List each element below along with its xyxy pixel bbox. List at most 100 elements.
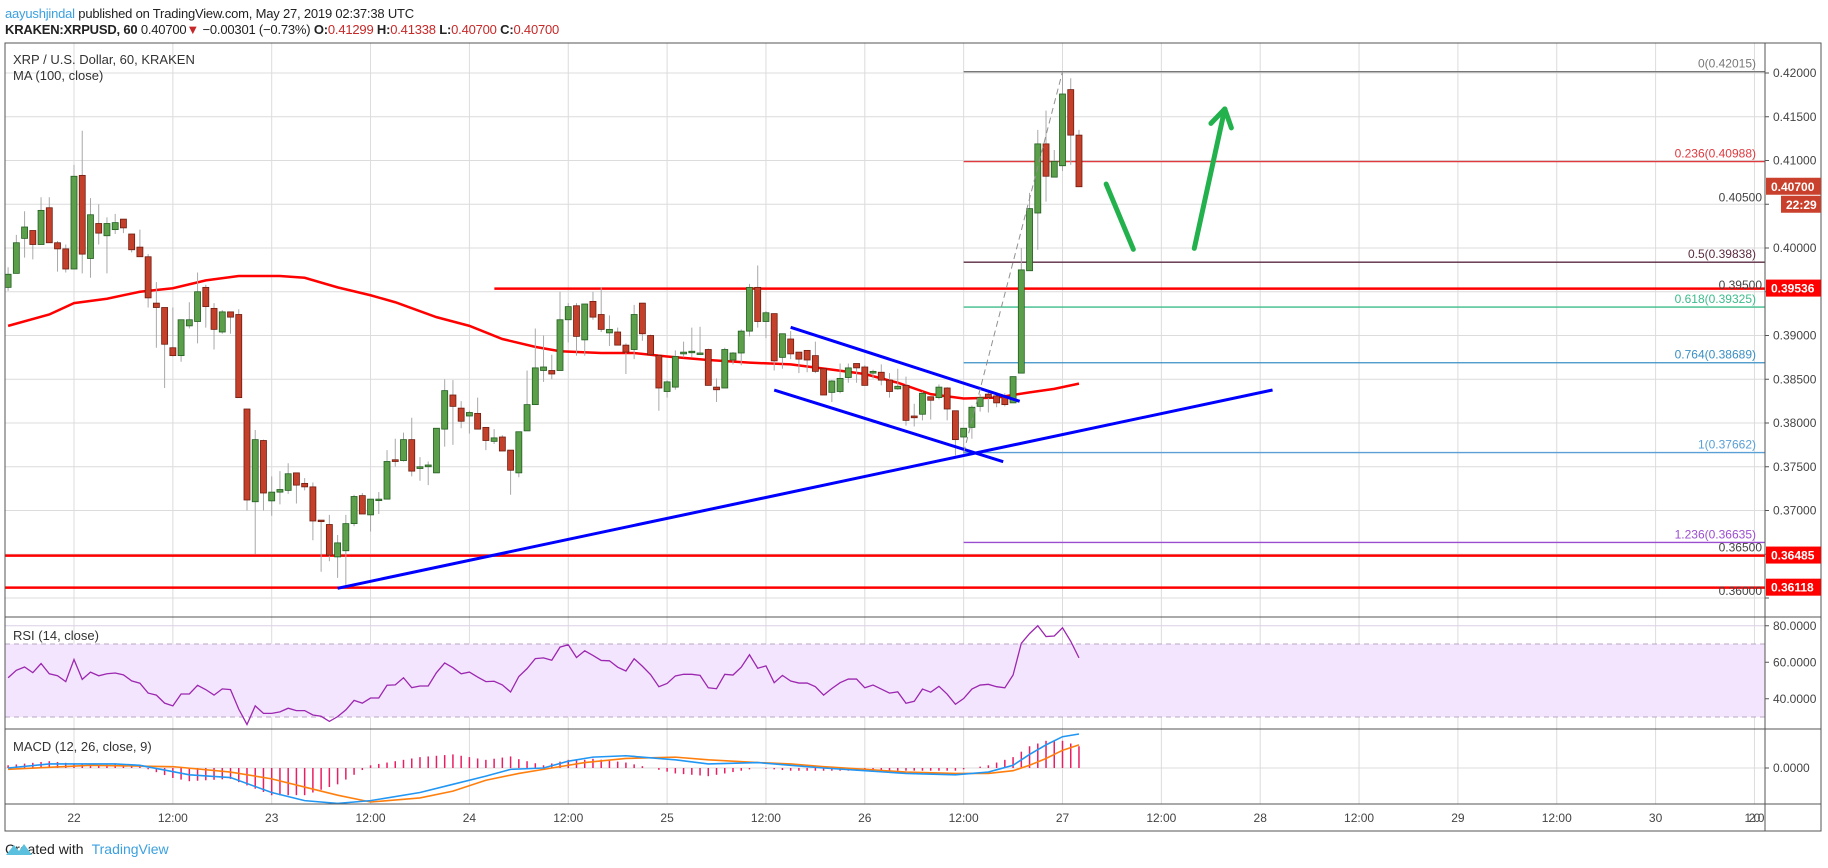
candle <box>581 303 589 356</box>
svg-text:0.39536: 0.39536 <box>1771 282 1815 296</box>
candle <box>696 326 704 355</box>
candle <box>54 241 61 272</box>
rsi-tick-label: 40.0000 <box>1773 692 1817 706</box>
candle <box>589 291 597 320</box>
trendline-channel-lower[interactable] <box>773 388 1004 464</box>
candle <box>161 307 169 388</box>
candle-body <box>844 367 852 378</box>
candle <box>358 493 366 515</box>
candle <box>622 343 630 374</box>
fib-level-label: 0.618(0.39325) <box>1675 292 1756 306</box>
time-tick-label: 23 <box>265 811 279 825</box>
price-pane[interactable]: 0(0.42015) 0.236(0.40988) 0.5(0.39838) 0.61… <box>0 57 1765 590</box>
candle-body <box>968 406 976 428</box>
price-tick-label: 0.42000 <box>1773 66 1817 80</box>
candle-body <box>1059 93 1066 167</box>
candle <box>704 348 712 386</box>
candle-body <box>449 394 457 407</box>
candle <box>564 303 572 343</box>
candle <box>943 387 951 421</box>
trendline-support[interactable] <box>337 388 1273 590</box>
candle <box>655 354 663 411</box>
candle-body <box>836 377 844 392</box>
level-price-tag: 0.36485 <box>1766 546 1821 564</box>
candle-body <box>803 349 811 361</box>
candle-body <box>853 363 860 369</box>
candle-body <box>5 273 12 288</box>
rsi-line <box>7 624 1080 726</box>
candle <box>235 309 243 399</box>
tradingview-link[interactable]: TradingView <box>91 841 169 857</box>
candle <box>276 471 284 505</box>
candle-body <box>589 300 597 318</box>
symbol-info: KRAKEN:XRPUSD, 60 0.40700▼ −0.00301 (−0.… <box>5 22 559 37</box>
candle-body <box>408 439 416 472</box>
trendline-channel-upper[interactable] <box>790 325 1021 403</box>
candle-body <box>235 314 243 399</box>
candle <box>367 498 374 532</box>
arrow-up-icon[interactable] <box>1191 106 1234 251</box>
price-tick-label: 0.39500 <box>1719 278 1763 292</box>
candle <box>293 472 300 504</box>
open-value: 0.41299 <box>327 22 374 37</box>
candle-body <box>1042 143 1050 177</box>
axes[interactable]: 22 12:00 23 12:00 24 12:00 25 12:00 26 12:00 27 12:… <box>67 66 1816 825</box>
rsi-pane[interactable] <box>7 624 1080 726</box>
candle-body <box>482 426 490 441</box>
macd-tick-label: 0.0000 <box>1773 761 1810 775</box>
candle-body <box>894 385 902 390</box>
macd-pane[interactable] <box>7 733 1080 804</box>
candle <box>779 333 786 369</box>
price-tick-label: 0.41000 <box>1773 154 1817 168</box>
time-tick-label: 12:00 <box>1146 811 1176 825</box>
publish-text: published on TradingView.com, May 27, 20… <box>78 6 414 21</box>
candle <box>334 535 342 578</box>
time-tick-label: 24 <box>463 811 477 825</box>
price-tick-label: 0.38500 <box>1773 372 1817 386</box>
candle <box>573 303 580 356</box>
candle <box>490 429 498 444</box>
price-tick-label: 0.40000 <box>1773 241 1817 255</box>
candle-body <box>787 338 795 355</box>
candle-body <box>523 404 531 432</box>
candle <box>1050 150 1058 178</box>
candle-body <box>433 427 440 474</box>
author-link[interactable]: aayushjindal <box>5 6 75 21</box>
footer: Created with TradingView <box>5 841 169 857</box>
rsi-tick-label: 60.0000 <box>1773 655 1817 669</box>
candle-body <box>120 218 127 229</box>
fib-level-label: 0(0.42015) <box>1698 57 1756 71</box>
candle-body <box>902 384 910 421</box>
candle <box>309 482 317 541</box>
candle <box>144 254 152 308</box>
fib-level-label: 1.236(0.36635) <box>1675 527 1756 541</box>
price-change: −0.00301 (−0.73%) <box>202 22 311 37</box>
fib-level-label: 0.5(0.39838) <box>1688 247 1756 261</box>
candle-body <box>474 412 482 430</box>
candle <box>416 457 424 481</box>
candle <box>408 417 416 477</box>
candle-body <box>540 366 547 371</box>
candle-body <box>696 352 704 355</box>
arrow-down-line[interactable] <box>1103 181 1136 252</box>
candle <box>935 384 943 400</box>
candle-body <box>754 286 762 322</box>
price-tick-label: 0.36000 <box>1719 584 1763 598</box>
candle-body <box>704 349 712 386</box>
candle <box>120 218 127 234</box>
price-tick-label: 0.37500 <box>1773 460 1817 474</box>
price-tags: 0.39536 0.36485 0.36118 0.40700 22:29 <box>1766 177 1821 596</box>
candle-body <box>293 472 300 486</box>
fib-swing-line[interactable] <box>963 71 1063 453</box>
candle-body <box>952 410 959 441</box>
candle-body <box>960 427 968 438</box>
candle-body <box>194 291 201 322</box>
candle <box>433 427 440 474</box>
candle <box>671 350 679 390</box>
candle <box>194 272 201 344</box>
candle-body <box>869 370 877 374</box>
svg-text:0.36485: 0.36485 <box>1771 549 1815 563</box>
time-tick-label: 25 <box>660 811 674 825</box>
time-tick-label: 12:00 <box>1344 811 1374 825</box>
